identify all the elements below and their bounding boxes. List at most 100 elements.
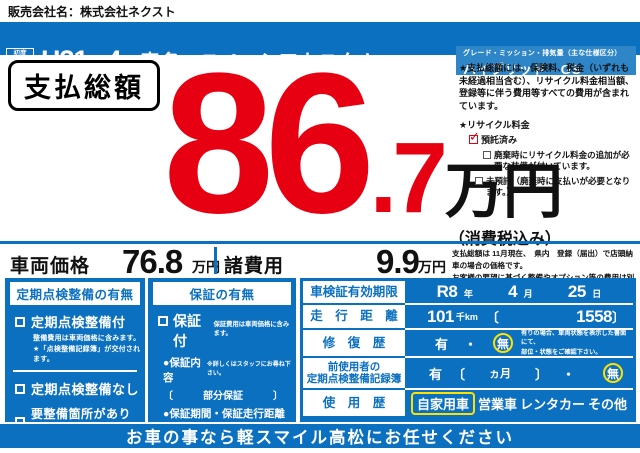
empty-checkbox[interactable]	[483, 150, 491, 159]
price-unit-group: 万円 （消費税込み）	[444, 158, 563, 249]
dealer-name: 販売会社名：株式会社ネクスト	[8, 5, 176, 19]
usage-private-selected: 自家用車	[411, 391, 476, 415]
check-icon: ✓	[469, 129, 480, 145]
price-unit: 万円	[444, 158, 563, 225]
record-no-selected: 無	[603, 363, 623, 383]
repair-history-label: 修 復 歴	[303, 330, 405, 358]
fees-unit: 万円	[418, 259, 446, 275]
warranty-with-note: 保証費用は車両価格に含みます。	[213, 321, 290, 337]
record-yes: 有	[429, 366, 443, 382]
divider	[214, 247, 217, 274]
mileage-label: 走 行 距 離	[303, 305, 405, 330]
recycle-deposited-label: 預託済み	[481, 135, 518, 146]
recycle-notdeposited-label: 未預託（廃棄時に支払いが必要となります。）	[486, 175, 631, 198]
badge-line: 初度	[13, 50, 27, 58]
mileage-unit: 千km	[455, 312, 478, 322]
maintenance-record-label: 前使用者の 定期点検整備記録簿	[303, 358, 405, 390]
inspection-with-row: 定期点検整備付	[8, 312, 142, 331]
inspection-with-note1: 整備費用は車両価格に含みます。	[33, 335, 141, 342]
breakdown-note-line1: 支払総額は 11月現在、 県内 登録（届出）で店頭納車の場合の価格です。	[452, 249, 633, 270]
record-months-unit: ヵ月	[489, 368, 512, 380]
table-row: 前使用者の 定期点検整備記録簿 有 〔 ヵ月 〕 ・ 無	[303, 358, 633, 390]
grade-value: ハイブリッド GS	[463, 62, 582, 77]
maintenance-record-label-line1: 前使用者の	[327, 360, 381, 373]
inspection-title: 定期点検整備の有無	[10, 282, 140, 305]
inspection-without-label: 定期点検整備なし	[31, 382, 140, 398]
expiry-day-group: 25 日	[568, 282, 601, 302]
total-payment-badge: 支払総額	[8, 60, 160, 111]
warranty-with-row: 保証付 保証費用は車両価格に含みます。	[151, 311, 293, 351]
total-payment-note: ★支払総額には、保険料、税金（いずれも未経過相当含む）、リサイクル料金相当額、登…	[459, 63, 635, 111]
repair-note-line1: 有りの場合、車両状態を表示した書面にて、	[521, 330, 627, 347]
warranty-title: 保証の有無	[153, 282, 291, 305]
price-decimal: .7	[369, 122, 447, 234]
maintenance-record-value: 有 〔 ヵ月 〕 ・ 無	[405, 358, 633, 390]
recycle-notdeposited-row: 未預託（廃棄時に支払いが必要となります。）	[475, 176, 637, 199]
table-row: 車検証有効期限 R8 年 4 月 25 日	[303, 281, 633, 305]
divider	[13, 370, 137, 373]
recycle-deposited-row: ✓ 預託済み	[469, 129, 637, 147]
dot-separator: ・	[562, 366, 576, 382]
expiry-label: 車検証有効期限	[303, 281, 405, 305]
tax-included-note: （消費税込み）	[448, 231, 561, 248]
fees-label: 諸費用	[224, 256, 285, 277]
expiry-year: R8	[436, 282, 458, 301]
repair-yes: 有	[435, 336, 449, 352]
expiry-year-group: R8 年	[437, 282, 473, 302]
warranty-with-label: 保証付	[173, 313, 201, 349]
warranty-content-label: ●保証内容	[163, 357, 201, 384]
usage-rental: レンタカー	[519, 396, 585, 412]
total-price: 86 .7 万円 （消費税込み）	[163, 32, 563, 255]
expiry-month-unit: 月	[523, 289, 533, 299]
checked-checkbox[interactable]: ✓	[469, 129, 480, 145]
car-name: 車名：スペーシアカスタム	[140, 52, 379, 73]
bracket-close: 〕	[273, 391, 283, 402]
warranty-box: 保証の有無 保証付 保証費用は車両価格に含みます。 ●保証内容 ※詳しくはスタッ…	[148, 278, 296, 452]
bracket-close: 〕	[535, 366, 549, 382]
usage-history-label: 使 用 歴	[303, 390, 405, 416]
vehicle-price-label: 車両価格	[10, 256, 91, 277]
grade-panel: グレード・ミッション・排気量（主な仕様区分） ハイブリッド GS	[456, 46, 636, 77]
warranty-content-row: ●保証内容 ※詳しくはスタッフにお尋ね下さい。	[151, 355, 293, 385]
price-integer: 86	[163, 32, 375, 255]
inspection-with-label: 定期点検整備付	[31, 315, 126, 330]
table-row: 修 復 歴 有 ・ 無 有りの場合、車両状態を表示した書面にて、 部位・状態をご…	[303, 330, 633, 358]
repair-note-line2: 部位・状態をご確認下さい。	[521, 348, 602, 356]
maintenance-record-label-line2: 定期点検整備記録簿	[306, 373, 402, 385]
repair-history-value: 有 ・ 無 有りの場合、車両状態を表示した書面にて、 部位・状態をご確認下さい。	[405, 330, 633, 358]
warranty-content-value-row: 〔 部分保証 〕	[151, 387, 293, 402]
inspection-without-row: 定期点検整備なし	[8, 379, 142, 398]
empty-checkbox[interactable]	[475, 176, 483, 185]
usage-history-value: 自家用車 営業車 レンタカー その他	[405, 390, 633, 416]
mileage-number: 101	[427, 306, 454, 326]
bracket-open: 〔	[163, 391, 173, 402]
details-table: 車検証有効期限 R8 年 4 月 25 日 走 行 距 離 101	[300, 278, 636, 422]
expiry-month: 4	[508, 282, 518, 301]
expiry-month-group: 4 月	[508, 282, 532, 302]
inspection-box: 定期点検整備の有無 定期点検整備付 整備費用は車両価格に含みます。 ★「点検整備…	[5, 278, 145, 451]
recycle-extra-row: 廃棄時にリサイクル料金の追加が必要な装備が付いています。	[483, 150, 637, 173]
recycle-extra-label: 廃棄時にリサイクル料金の追加が必要な装備が付いています。	[494, 149, 630, 172]
fees-value: 9.9	[376, 243, 420, 280]
empty-checkbox[interactable]	[15, 383, 25, 394]
warranty-content-note: ※詳しくはスタッフにお尋ね下さい。	[206, 362, 291, 377]
footer-message: お車の事なら軽スマイル高松にお任せください	[125, 429, 514, 447]
top-strip: 販売会社名：株式会社ネクスト	[0, 0, 640, 22]
expiry-value: R8 年 4 月 25 日	[405, 281, 633, 305]
repair-no-selected: 無	[493, 333, 514, 353]
side-notes: ★支払総額には、保険料、税金（いずれも未経過相当含む）、リサイクル料金相当額、登…	[459, 62, 637, 199]
grade-caption: グレード・ミッション・排気量（主な仕様区分）	[463, 50, 622, 57]
inspection-with-note2: ★「点検整備記録簿」が交付されます。	[33, 345, 141, 363]
mileage-value: 101 千km 〔 1558 〕	[405, 305, 633, 330]
vehicle-price-value: 76.8	[122, 243, 183, 280]
footer-bar: お車の事なら軽スマイル高松にお任せください	[0, 424, 640, 448]
empty-checkbox[interactable]	[158, 316, 168, 326]
dot-separator: ・	[464, 336, 478, 352]
expiry-day-unit: 日	[592, 289, 602, 299]
usage-other: その他	[587, 396, 627, 412]
expiry-year-unit: 年	[463, 289, 473, 299]
odometer-value: 1558	[576, 306, 612, 326]
empty-checkbox[interactable]	[15, 316, 25, 327]
warranty-content-value: 部分保証	[203, 391, 243, 402]
